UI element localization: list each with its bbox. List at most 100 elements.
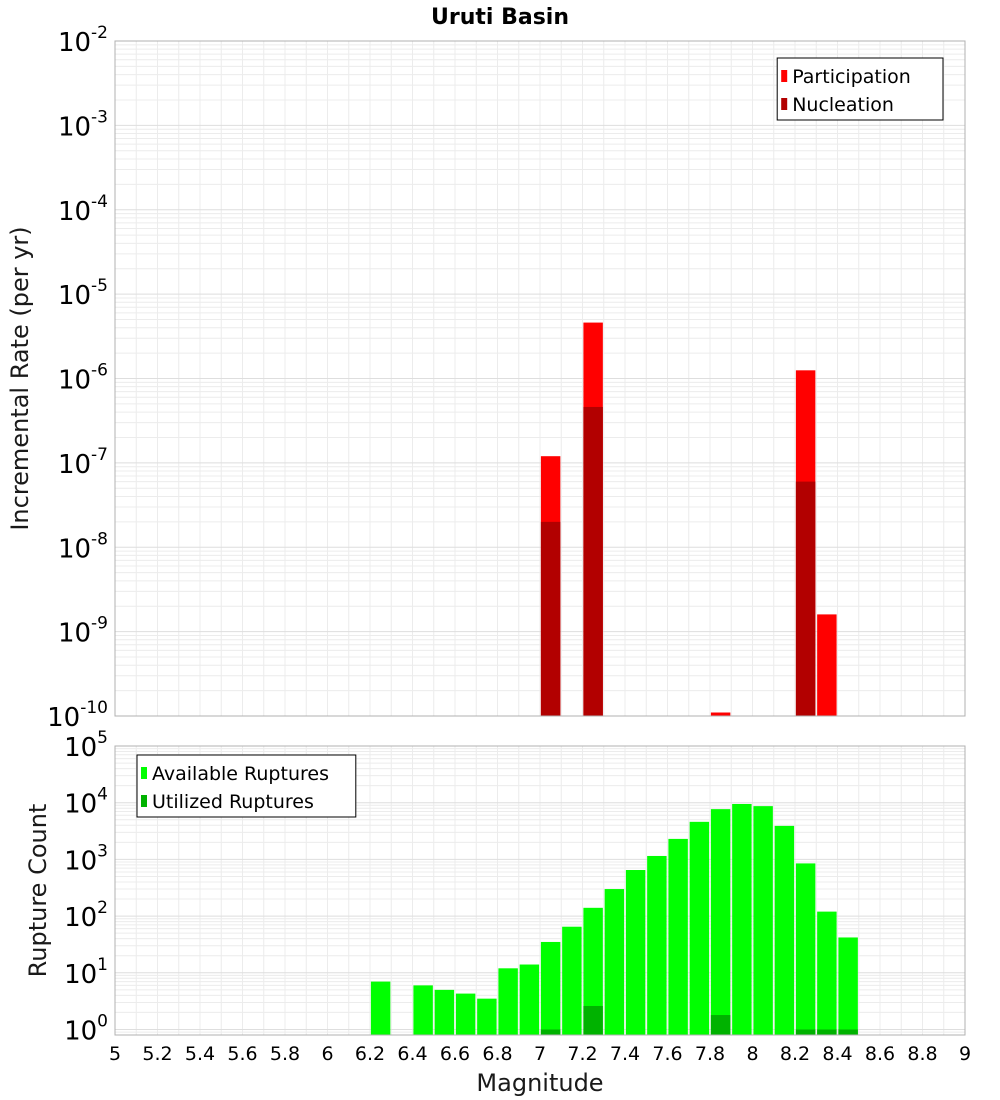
y-tick-exponent: -10 <box>80 698 108 718</box>
rate-legend: Participation Nucleation <box>776 57 944 121</box>
x-axis-title: Magnitude <box>476 1069 603 1097</box>
bar-available-ruptures: Available Ruptures 6.65: 4.3 <box>455 993 476 1035</box>
y-tick-base: 10 <box>64 790 97 820</box>
legend-label: Utilized Ruptures <box>152 791 314 813</box>
bar-nucleation: Nucleation 8.25: 6e-8 <box>795 481 816 716</box>
y-tick-base: 10 <box>58 619 91 649</box>
y-tick-label: 10-4 <box>58 192 108 227</box>
rate-y-axis-title: Incremental Rate (per yr) <box>6 226 34 530</box>
x-tick-label: 5.4 <box>185 1043 215 1065</box>
legend-box <box>136 754 357 818</box>
bar-available-ruptures: Available Ruptures 6.55: 5 <box>434 989 455 1035</box>
bar-available-ruptures: Available Ruptures 7.15: 65 <box>562 926 582 1035</box>
bar-available-ruptures: Available Ruptures 7.95: 9500 <box>732 803 752 1035</box>
bar-available-ruptures: Available Ruptures 6.85: 12 <box>498 968 518 1035</box>
x-tick-label: 6.8 <box>482 1043 512 1065</box>
count-panel: Available Ruptures 6.25: 7 Available Rupt… <box>24 728 971 1097</box>
x-tick-label: 6.6 <box>440 1043 470 1065</box>
y-tick-base: 10 <box>58 366 91 396</box>
legend-swatch <box>781 70 788 82</box>
y-tick-exponent: 2 <box>97 898 108 918</box>
y-tick-base: 10 <box>64 1017 97 1047</box>
bar-available-ruptures: Available Ruptures 6.95: 14 <box>519 964 540 1035</box>
bar-available-ruptures: Available Ruptures 7.25: 140 <box>583 907 603 1035</box>
y-tick-exponent: 3 <box>97 841 108 861</box>
x-tick-label: 7.6 <box>652 1043 682 1065</box>
x-tick-label: 7.4 <box>610 1043 640 1065</box>
bar-available-ruptures: Available Ruptures 7.45: 650 <box>625 870 646 1035</box>
y-tick-label: 10-8 <box>58 529 108 564</box>
x-tick-labels: 5 5.2 5.4 5.6 5.8 6 6.2 6.4 6.6 6.8 7 7.2 7.4 7.6 7.8 8… <box>109 1043 971 1065</box>
rate-panel: Participation 7.05: 1.2e-7Participation … <box>6 23 966 733</box>
x-tick-label: 6.2 <box>355 1043 385 1065</box>
y-tick-label: 103 <box>64 841 108 876</box>
count-bars: Available Ruptures 6.25: 7 Available Rupt… <box>370 803 858 1035</box>
y-tick-label: 10-3 <box>58 107 108 142</box>
x-tick-label: 8 <box>746 1043 758 1065</box>
legend-label: Nucleation <box>792 94 894 116</box>
x-tick-label: 6.4 <box>397 1043 427 1065</box>
bar-utilized-ruptures: Utilized Ruptures 8.35: 1 <box>817 1029 837 1035</box>
bar-participation: Participation 8.35: 1.6e-9 <box>817 614 837 716</box>
legend-box <box>776 57 944 121</box>
rate-bars: Participation 7.05: 1.2e-7Participation … <box>540 322 837 716</box>
y-tick-exponent: -3 <box>91 107 108 127</box>
y-tick-exponent: -7 <box>91 445 108 465</box>
count-y-axis-title: Rupture Count <box>24 804 52 978</box>
bar-available-ruptures: Available Ruptures 6.45: 6 <box>413 985 433 1035</box>
chart-title: Uruti Basin <box>431 5 569 30</box>
y-tick-label: 102 <box>64 898 108 933</box>
y-tick-base: 10 <box>58 112 91 142</box>
y-tick-exponent: -8 <box>91 529 108 549</box>
bar-utilized-ruptures: Utilized Ruptures 7.05: 1 <box>540 1029 561 1035</box>
rate-plot-border <box>114 40 966 717</box>
y-tick-exponent: 1 <box>97 955 108 975</box>
y-tick-label: 104 <box>64 785 108 820</box>
y-tick-label: 10-6 <box>58 361 108 396</box>
count-legend: Available Ruptures Utilized Ruptures <box>136 754 357 818</box>
bar-utilized-ruptures: Utilized Ruptures 8.25: 1 <box>795 1029 816 1035</box>
bar-available-ruptures: Available Ruptures 8.05: 8700 <box>753 806 773 1035</box>
y-tick-base: 10 <box>64 903 97 933</box>
legend-swatch <box>141 795 147 807</box>
x-tick-label: 8.2 <box>780 1043 810 1065</box>
rate-gridlines <box>114 41 966 717</box>
legend-swatch <box>781 98 788 110</box>
count-plot-border <box>114 745 966 1036</box>
y-tick-exponent: 4 <box>97 785 108 805</box>
bar-available-ruptures: Available Ruptures 7.65: 2300 <box>668 838 688 1035</box>
y-tick-exponent: 5 <box>97 728 108 748</box>
y-tick-label: 10-5 <box>58 276 108 311</box>
bar-utilized-ruptures: Utilized Ruptures 8.45: 1 <box>838 1029 858 1035</box>
bar-nucleation: Nucleation 7.05: 2e-8 <box>540 521 561 716</box>
bar-utilized-ruptures: Utilized Ruptures 7.25: 2.6 <box>583 1005 603 1035</box>
y-tick-label: 10-9 <box>58 614 108 649</box>
bar-available-ruptures: Available Ruptures 7.75: 4600 <box>689 821 710 1035</box>
x-tick-label: 7 <box>534 1043 546 1065</box>
x-tick-label: 8.4 <box>822 1043 852 1065</box>
bar-available-ruptures: Available Ruptures 6.75: 3.5 <box>477 998 497 1035</box>
bar-available-ruptures: Available Ruptures 7.05: 35 <box>540 941 561 1035</box>
bar-available-ruptures: Available Ruptures 8.35: 120 <box>817 911 837 1035</box>
y-tick-label: 105 <box>64 728 108 763</box>
bar-available-ruptures: Available Ruptures 7.85: 7700 <box>710 809 731 1035</box>
bar-nucleation: Nucleation 7.25: 4.6e-7 <box>583 406 603 716</box>
bar-available-ruptures: Available Ruptures 7.55: 1150 <box>647 855 667 1035</box>
y-tick-exponent: -6 <box>91 361 108 381</box>
y-tick-label: 10-7 <box>58 445 108 480</box>
x-tick-label: 8.6 <box>865 1043 895 1065</box>
y-tick-label: 10-2 <box>58 23 108 58</box>
y-tick-label: 101 <box>64 955 108 990</box>
x-tick-label: 5.2 <box>142 1043 172 1065</box>
x-tick-label: 7.2 <box>567 1043 597 1065</box>
y-tick-base: 10 <box>58 28 91 58</box>
x-tick-label: 5.8 <box>270 1043 300 1065</box>
y-tick-base: 10 <box>64 960 97 990</box>
bar-available-ruptures: Available Ruptures 8.25: 850 <box>795 863 816 1035</box>
x-tick-label: 9 <box>959 1043 971 1065</box>
legend-swatch <box>141 767 147 779</box>
y-tick-exponent: 0 <box>97 1012 108 1032</box>
